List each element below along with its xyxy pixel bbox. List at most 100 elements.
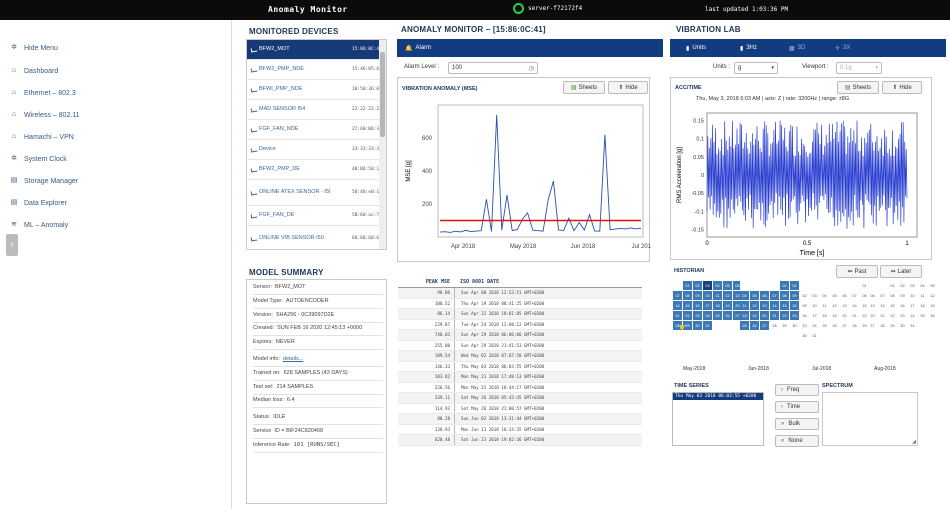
calendar-day[interactable]: 01 bbox=[860, 281, 869, 290]
calendar-day[interactable]: 01 bbox=[888, 281, 897, 290]
calendar-day[interactable]: 21 bbox=[673, 311, 682, 320]
sidebar-item-hamachi[interactable]: ⌂ Hamachi – VPN bbox=[10, 133, 74, 141]
calendar-day[interactable]: 20 bbox=[760, 311, 769, 320]
tab-3x[interactable]: ✛ 3X bbox=[835, 45, 850, 52]
calendar-day[interactable]: 01 bbox=[683, 281, 692, 290]
calendar-day[interactable]: 02 bbox=[693, 281, 702, 290]
calendar-day[interactable]: 16 bbox=[693, 301, 702, 310]
calendar-day[interactable]: 24 bbox=[810, 321, 819, 330]
calendar-day[interactable]: 21 bbox=[850, 311, 859, 320]
calendar-day[interactable]: 11 bbox=[820, 301, 829, 310]
calendar-day[interactable]: 15 bbox=[888, 301, 897, 310]
past-button[interactable]: ⬅ Past bbox=[836, 265, 878, 278]
later-button[interactable]: ➡ Later bbox=[880, 265, 922, 278]
calendar-day[interactable]: 27 bbox=[840, 321, 849, 330]
viewport-select[interactable]: 0.1g ▾ bbox=[836, 62, 882, 74]
calendar-day[interactable]: 09 bbox=[693, 291, 702, 300]
calendar-day[interactable]: 22 bbox=[683, 311, 692, 320]
calendar-day[interactable]: 11 bbox=[713, 291, 722, 300]
calendar-day[interactable]: 25 bbox=[820, 321, 829, 330]
hide-button[interactable]: ⬆ Hide bbox=[608, 81, 648, 94]
calendar-day[interactable]: 26 bbox=[723, 311, 732, 320]
calendar-day[interactable]: 02 bbox=[800, 291, 809, 300]
calendar-day[interactable]: 29 bbox=[683, 321, 692, 330]
calendar-day[interactable]: 29 bbox=[860, 321, 869, 330]
calendar-day[interactable]: 28 bbox=[850, 321, 859, 330]
scrollbar-thumb[interactable] bbox=[380, 52, 385, 137]
calendar-day[interactable]: 08 bbox=[888, 291, 897, 300]
table-row[interactable]: 339.11 Sat May 26 2018 05:43:45 GMT+0200 bbox=[398, 393, 642, 404]
calendar-day[interactable]: 04 bbox=[713, 281, 722, 290]
table-row[interactable]: 109.54 Wed May 02 2018 07:07:58 GMT+0200 bbox=[398, 351, 642, 362]
calendar-day[interactable]: 25 bbox=[740, 321, 749, 330]
table-row[interactable]: 98.86 Sun Apr 08 2018 12:53:51 GMT+0200 bbox=[398, 288, 642, 299]
calendar-day[interactable]: 10 bbox=[908, 291, 917, 300]
calendar-day[interactable]: 12 bbox=[830, 301, 839, 310]
calendar-day[interactable]: 11 bbox=[740, 301, 749, 310]
calendar-day[interactable]: 07 bbox=[770, 291, 779, 300]
table-row[interactable]: 255.00 Sun Apr 29 2018 21:41:53 GMT+0200 bbox=[398, 340, 642, 351]
calendar-day[interactable]: 18 bbox=[918, 301, 927, 310]
calendar-day[interactable]: 07 bbox=[878, 291, 887, 300]
calendar-day[interactable]: 24 bbox=[703, 311, 712, 320]
table-row[interactable]: 114.93 Sat May 26 2018 21:00:57 GMT+0200 bbox=[398, 403, 642, 414]
sidebar-item-hide-menu[interactable]: ✲ Hide Menu bbox=[10, 44, 58, 52]
calendar-day[interactable]: 07 bbox=[850, 291, 859, 300]
calendar-day[interactable]: 29 bbox=[780, 321, 789, 330]
calendar-day[interactable]: 10 bbox=[810, 301, 819, 310]
calendar-day[interactable]: 17 bbox=[908, 301, 917, 310]
table-row[interactable]: 146.33 Thu May 03 2018 06:03:55 GMT+0200 bbox=[398, 361, 642, 372]
calendar-day[interactable]: 06 bbox=[840, 291, 849, 300]
calendar-day[interactable]: 30 bbox=[898, 321, 907, 330]
calendar-day[interactable]: 27 bbox=[760, 321, 769, 330]
calendar-day[interactable]: 26 bbox=[750, 321, 759, 330]
calendar-day[interactable]: 11 bbox=[918, 291, 927, 300]
alarm-tab[interactable]: Alarm bbox=[415, 45, 432, 51]
calendar-day[interactable]: 18 bbox=[713, 301, 722, 310]
calendar-day[interactable]: 23 bbox=[800, 321, 809, 330]
units-select[interactable]: g ▾ bbox=[734, 62, 778, 74]
calendar-day[interactable]: 21 bbox=[770, 311, 779, 320]
sidebar-item-system-clock[interactable]: ✲ System Clock bbox=[10, 155, 67, 163]
calendar-day[interactable]: 04 bbox=[820, 291, 829, 300]
device-row[interactable]: MAD SENSOR I54 22:22:22:22 bbox=[247, 100, 386, 120]
calendar-day[interactable]: 04 bbox=[740, 291, 749, 300]
device-row[interactable]: BFW2_MOT 15:86:0C:41 bbox=[247, 40, 386, 60]
calendar-day[interactable]: 28 bbox=[770, 321, 779, 330]
sidebar-item-storage-manager[interactable]: ▤ Storage Manager bbox=[10, 177, 78, 185]
calendar-day[interactable]: 16 bbox=[898, 301, 907, 310]
calendar-day[interactable]: 14 bbox=[878, 301, 887, 310]
device-row[interactable]: BFW2_PMP_NDE 15:46:05:60 bbox=[247, 60, 386, 80]
calendar-day[interactable]: 15 bbox=[683, 301, 692, 310]
calendar-day[interactable]: 27 bbox=[868, 321, 877, 330]
calendar-day[interactable]: 14 bbox=[770, 301, 779, 310]
calendar-day[interactable]: 15 bbox=[860, 301, 869, 310]
calendar-day[interactable]: 19 bbox=[723, 301, 732, 310]
tab-3d[interactable]: ▩ 3D bbox=[789, 45, 805, 52]
calendar-day[interactable]: 09 bbox=[898, 291, 907, 300]
calendar-day[interactable]: 12 bbox=[928, 291, 937, 300]
alarm-level-input[interactable]: 100 ◷ bbox=[448, 62, 538, 74]
table-row[interactable]: 136.93 Mon Jun 11 2018 16:24:35 GMT+0200 bbox=[398, 424, 642, 435]
calendar-day[interactable]: 20 bbox=[733, 301, 742, 310]
calendar-day[interactable]: 22 bbox=[888, 311, 897, 320]
calendar-day[interactable]: 05 bbox=[928, 281, 937, 290]
time-series-item[interactable]: Thu May 03 2018 06:03:55 +0200 bbox=[673, 393, 763, 400]
bulk-button[interactable]: » Bulk bbox=[775, 418, 819, 430]
calendar-day[interactable]: 06 bbox=[733, 281, 742, 290]
calendar-day[interactable]: 31 bbox=[703, 321, 712, 330]
calendar-day[interactable]: 09 bbox=[790, 291, 799, 300]
device-row[interactable]: FGF_FAN_NDE 27:60:B6:34 bbox=[247, 120, 386, 140]
calendar-day[interactable]: 05 bbox=[750, 291, 759, 300]
device-row[interactable]: BFWI_PMP_NDE 10:50:36:06 bbox=[247, 80, 386, 100]
calendar-day[interactable]: 02 bbox=[790, 281, 799, 290]
time-series-list[interactable]: Thu May 03 2018 06:03:55 +0200 bbox=[672, 392, 764, 446]
calendar-day[interactable]: 17 bbox=[810, 311, 819, 320]
table-row[interactable]: 100.52 Thu Apr 19 2018 08:41:25 GMT+0200 bbox=[398, 298, 642, 309]
sidebar-item-ethernet[interactable]: ⌂ Ethernet – 802.3 bbox=[10, 89, 76, 97]
calendar-day[interactable]: 27 bbox=[733, 311, 742, 320]
calendar-day[interactable]: 03 bbox=[703, 281, 712, 290]
calendar-day[interactable]: 13 bbox=[840, 301, 849, 310]
calendar-day[interactable]: 28 bbox=[673, 321, 682, 330]
sidebar-item-data-explorer[interactable]: ▤ Data Explorer bbox=[10, 199, 67, 207]
